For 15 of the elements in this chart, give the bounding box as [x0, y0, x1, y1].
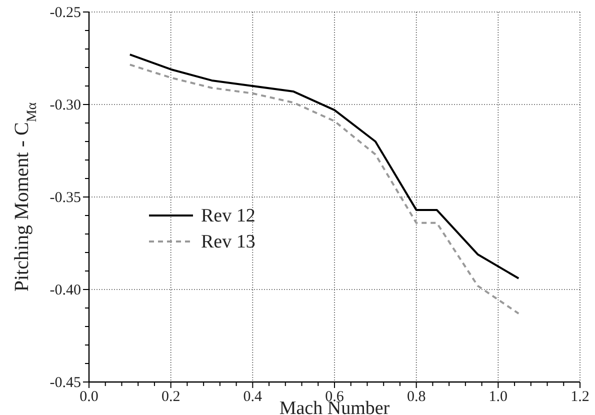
x-tick-label: 0.2: [161, 389, 180, 405]
x-tick-label: 0.4: [243, 389, 263, 405]
x-tick-label: 0.0: [80, 389, 98, 405]
x-tick-label: 1.2: [570, 389, 590, 405]
x-tick-label: 1.0: [488, 389, 508, 405]
line-series: [128, 54, 520, 280]
y-tick-label: -0.45: [50, 375, 81, 391]
x-tick-label: 0.8: [406, 389, 426, 405]
y-tick-label: -0.30: [50, 98, 81, 114]
legend-label: Rev 13: [201, 232, 256, 252]
y-tick-label: -0.25: [50, 5, 81, 21]
y-tick-label: -0.40: [50, 282, 81, 298]
legend-label: Rev 12: [201, 206, 256, 226]
line-series: [128, 64, 520, 315]
y-tick-label: -0.35: [50, 190, 81, 206]
